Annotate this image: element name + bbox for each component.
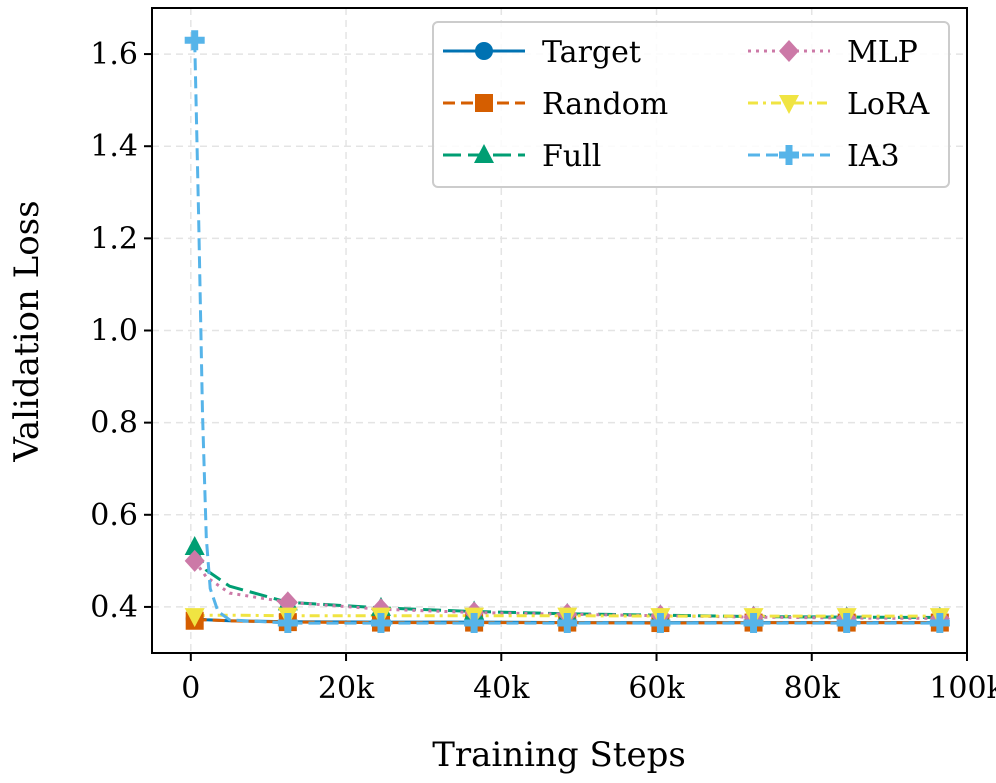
legend-label-ia3: IA3 bbox=[847, 139, 900, 174]
legend-marker-random bbox=[475, 94, 493, 112]
legend-label-mlp: MLP bbox=[847, 35, 918, 70]
y-tick-label: 1.4 bbox=[90, 129, 138, 164]
y-tick-label: 1.2 bbox=[90, 221, 138, 256]
data-point-ia3 bbox=[836, 613, 857, 634]
y-tick-label: 0.4 bbox=[90, 590, 138, 625]
legend: Target Random Full MLP LoRA IA3 bbox=[432, 21, 950, 188]
y-axis-ticks: 0.4 0.6 0.8 1.0 1.2 1.4 1.6 bbox=[90, 37, 152, 625]
x-axis-ticks: 0 20k 40k 60k 80k 100k bbox=[181, 653, 996, 706]
legend-box bbox=[432, 21, 950, 188]
legend-label-full: Full bbox=[542, 139, 601, 174]
data-point-lora bbox=[184, 608, 205, 628]
legend-marker-lora bbox=[779, 95, 799, 114]
legend-label-random: Random bbox=[542, 87, 668, 122]
legend-item-mlp: MLP bbox=[748, 35, 918, 70]
data-point-ia3 bbox=[929, 613, 950, 634]
legend-label-target: Target bbox=[542, 35, 641, 70]
data-point-ia3 bbox=[184, 30, 205, 51]
data-point-ia3 bbox=[650, 613, 671, 634]
legend-item-full: Full bbox=[443, 139, 601, 174]
x-tick-label: 20k bbox=[318, 671, 375, 706]
data-point-ia3 bbox=[370, 613, 391, 634]
data-point-ia3 bbox=[277, 613, 298, 634]
series-markers bbox=[184, 30, 950, 634]
legend-item-target: Target bbox=[443, 35, 641, 70]
legend-item-random: Random bbox=[443, 87, 668, 122]
data-point-ia3 bbox=[464, 613, 485, 634]
x-tick-label: 40k bbox=[473, 671, 530, 706]
y-tick-label: 1.0 bbox=[90, 314, 138, 349]
data-point-ia3 bbox=[557, 613, 578, 634]
series-line-ia3 bbox=[193, 40, 940, 625]
data-point-mlp bbox=[184, 549, 205, 572]
data-point-full bbox=[184, 536, 205, 556]
y-tick-label: 1.6 bbox=[90, 37, 138, 72]
legend-marker-mlp bbox=[779, 40, 799, 62]
legend-marker-ia3 bbox=[779, 145, 799, 165]
x-tick-label: 0 bbox=[181, 671, 200, 706]
y-tick-label: 0.6 bbox=[90, 498, 138, 533]
y-tick-label: 0.8 bbox=[90, 406, 138, 441]
x-tick-label: 100k bbox=[929, 671, 996, 706]
x-tick-label: 60k bbox=[628, 671, 685, 706]
legend-marker-full bbox=[474, 144, 494, 163]
x-axis-label: Training Steps bbox=[432, 735, 686, 775]
legend-item-ia3: IA3 bbox=[748, 139, 900, 174]
y-axis-label: Validation Loss bbox=[7, 200, 47, 462]
data-point-ia3 bbox=[743, 613, 764, 634]
x-tick-label: 80k bbox=[784, 671, 841, 706]
legend-label-lora: LoRA bbox=[847, 87, 930, 122]
legend-marker-target bbox=[475, 42, 493, 60]
legend-item-lora: LoRA bbox=[748, 87, 930, 122]
